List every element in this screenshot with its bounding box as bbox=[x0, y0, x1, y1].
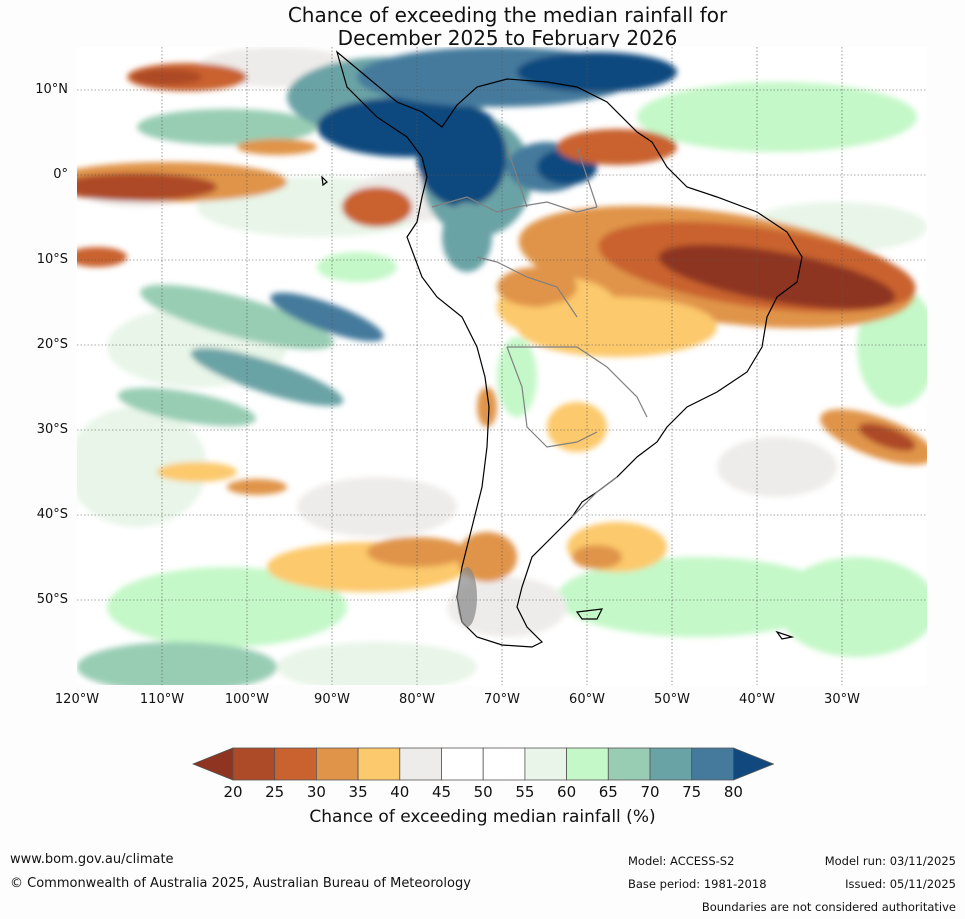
colorbar-segment bbox=[691, 747, 734, 781]
rainfall-map bbox=[77, 47, 927, 685]
lat-label-20s: 20°S bbox=[36, 337, 68, 352]
colorbar-tick-label: 60 bbox=[557, 783, 577, 801]
lon-label-110w: 110°W bbox=[139, 692, 185, 707]
title-line-2: December 2025 to February 2026 bbox=[337, 26, 678, 50]
colorbar-tick-label: 55 bbox=[515, 783, 535, 801]
lat-label-10n: 10°N bbox=[35, 82, 68, 97]
lon-label-30w: 30°W bbox=[824, 692, 860, 707]
lon-label-50w: 50°W bbox=[654, 692, 690, 707]
colorbar-segment bbox=[232, 747, 276, 781]
lat-label-30s: 30°S bbox=[36, 422, 68, 437]
islands bbox=[321, 175, 795, 640]
rainfall-map-svg bbox=[77, 47, 927, 685]
south-america-coastline bbox=[335, 50, 803, 648]
graticule bbox=[77, 47, 927, 685]
lon-label-90w: 90°W bbox=[314, 692, 350, 707]
footer-copyright: © Commonwealth of Australia 2025, Austra… bbox=[10, 876, 471, 891]
footer-disclaimer: Boundaries are not considered authoritat… bbox=[701, 900, 956, 914]
country-borders bbox=[431, 146, 648, 518]
colorbar-tick-label: 30 bbox=[306, 783, 326, 801]
lat-label-10s: 10°S bbox=[36, 252, 68, 267]
colorbar-segment bbox=[482, 747, 526, 781]
colorbar-segment bbox=[607, 747, 651, 781]
lon-label-70w: 70°W bbox=[484, 692, 520, 707]
title-line-1: Chance of exceeding the median rainfall … bbox=[287, 3, 728, 27]
colorbar-tick-label: 25 bbox=[265, 783, 285, 801]
lon-label-40w: 40°W bbox=[739, 692, 775, 707]
colorbar-segment bbox=[399, 747, 442, 781]
colorbar-label: Chance of exceeding median rainfall (%) bbox=[309, 807, 656, 827]
colorbar-segment bbox=[649, 747, 693, 781]
colorbar bbox=[191, 746, 775, 786]
colorbar-segment bbox=[441, 747, 484, 781]
colorbar-tick-label: 80 bbox=[723, 783, 743, 801]
lon-label-80w: 80°W bbox=[399, 692, 435, 707]
colorbar-segment bbox=[357, 747, 401, 781]
footer-model-run: Model run: 03/11/2025 bbox=[824, 854, 956, 868]
colorbar-svg bbox=[191, 747, 775, 781]
colorbar-segment bbox=[274, 747, 317, 781]
colorbar-tick-label: 40 bbox=[390, 783, 410, 801]
lon-label-100w: 100°W bbox=[224, 692, 270, 707]
lon-label-120w: 120°W bbox=[54, 692, 100, 707]
colorbar-tick-label: 35 bbox=[348, 783, 368, 801]
colorbar-segment bbox=[316, 747, 359, 781]
map-title: Chance of exceeding the median rainfall … bbox=[0, 4, 965, 50]
footer-url[interactable]: www.bom.gov.au/climate bbox=[10, 852, 174, 867]
colorbar-tick-label: 45 bbox=[431, 783, 452, 801]
lat-label-50s: 50°S bbox=[36, 592, 68, 607]
colorbar-extend-high bbox=[733, 747, 775, 781]
footer-base-period: Base period: 1981-2018 bbox=[628, 877, 767, 891]
colorbar-segment bbox=[524, 747, 567, 781]
lat-label-40s: 40°S bbox=[36, 507, 68, 522]
colorbar-tick-label: 50 bbox=[473, 783, 493, 801]
colorbar-tick-label: 70 bbox=[640, 783, 660, 801]
lon-label-60w: 60°W bbox=[569, 692, 605, 707]
colorbar-tick-label: 75 bbox=[682, 783, 702, 801]
colorbar-tick-label: 20 bbox=[223, 783, 243, 801]
lat-label-0: 0° bbox=[53, 167, 68, 182]
colorbar-extend-low bbox=[191, 747, 234, 781]
footer-issued: Issued: 05/11/2025 bbox=[845, 877, 956, 891]
footer-model: Model: ACCESS-S2 bbox=[628, 854, 735, 868]
colorbar-segment bbox=[566, 747, 609, 781]
colorbar-tick-label: 65 bbox=[598, 783, 618, 801]
